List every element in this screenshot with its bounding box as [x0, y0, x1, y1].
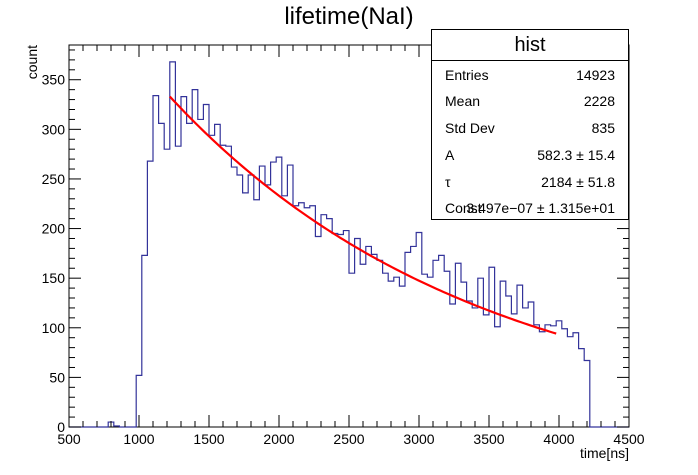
- x-tick-label: 1000: [123, 431, 154, 447]
- histogram-series: [69, 61, 629, 428]
- stats-value: 2228: [583, 93, 615, 109]
- y-tick-label: 350: [42, 72, 66, 88]
- y-tick-label: 0: [57, 419, 65, 435]
- stats-key: A: [445, 147, 455, 163]
- x-tick-label: 4000: [543, 431, 574, 447]
- stats-value: 835: [591, 120, 615, 136]
- stats-row-entries: Entries 14923: [432, 62, 628, 89]
- stats-value: 3.497e−07 ± 1.315e+01: [466, 200, 615, 216]
- stats-row-a: A 582.3 ± 15.4: [432, 142, 628, 169]
- x-tick-label: 3000: [403, 431, 434, 447]
- x-tick-label: 2000: [263, 431, 294, 447]
- stats-row-const: Const 3.497e−07 ± 1.315e+01: [432, 195, 628, 222]
- chart-title: lifetime(NaI): [284, 3, 414, 30]
- stats-key: Entries: [445, 67, 489, 83]
- fit-curve: [168, 95, 557, 335]
- y-tick-label: 300: [42, 121, 66, 137]
- y-tick-label: 250: [42, 171, 66, 187]
- x-axis-label: time[ns]: [580, 445, 629, 461]
- x-tick-label: 2500: [333, 431, 364, 447]
- y-tick-label: 200: [42, 221, 66, 237]
- y-tick-label: 100: [42, 320, 66, 336]
- y-axis-label: count: [24, 45, 40, 79]
- x-tick-label: 4500: [613, 431, 644, 447]
- x-tick-label: 1500: [193, 431, 224, 447]
- stats-key: Mean: [445, 93, 481, 109]
- stats-value: 582.3 ± 15.4: [537, 147, 615, 163]
- x-tick-label: 3500: [473, 431, 504, 447]
- stats-value: 2184 ± 51.8: [541, 174, 615, 190]
- histogram-line: [69, 61, 629, 428]
- fit-curve-layer: [168, 95, 557, 335]
- stats-key: Const: [445, 200, 482, 216]
- stats-box: hist Entries 14923 Mean 2228 Std Dev 835…: [431, 29, 629, 220]
- x-tick-label: 500: [57, 431, 81, 447]
- stats-box-title: hist: [432, 30, 628, 61]
- stats-value: 14923: [576, 67, 615, 83]
- stats-key: Std Dev: [445, 120, 495, 136]
- y-tick-label: 150: [42, 270, 66, 286]
- y-tick-label: 50: [49, 369, 65, 385]
- stats-row-mean: Mean 2228: [432, 88, 628, 115]
- stats-key: τ: [445, 174, 451, 190]
- stats-row-tau: τ 2184 ± 51.8: [432, 169, 628, 196]
- stats-row-stddev: Std Dev 835: [432, 115, 628, 142]
